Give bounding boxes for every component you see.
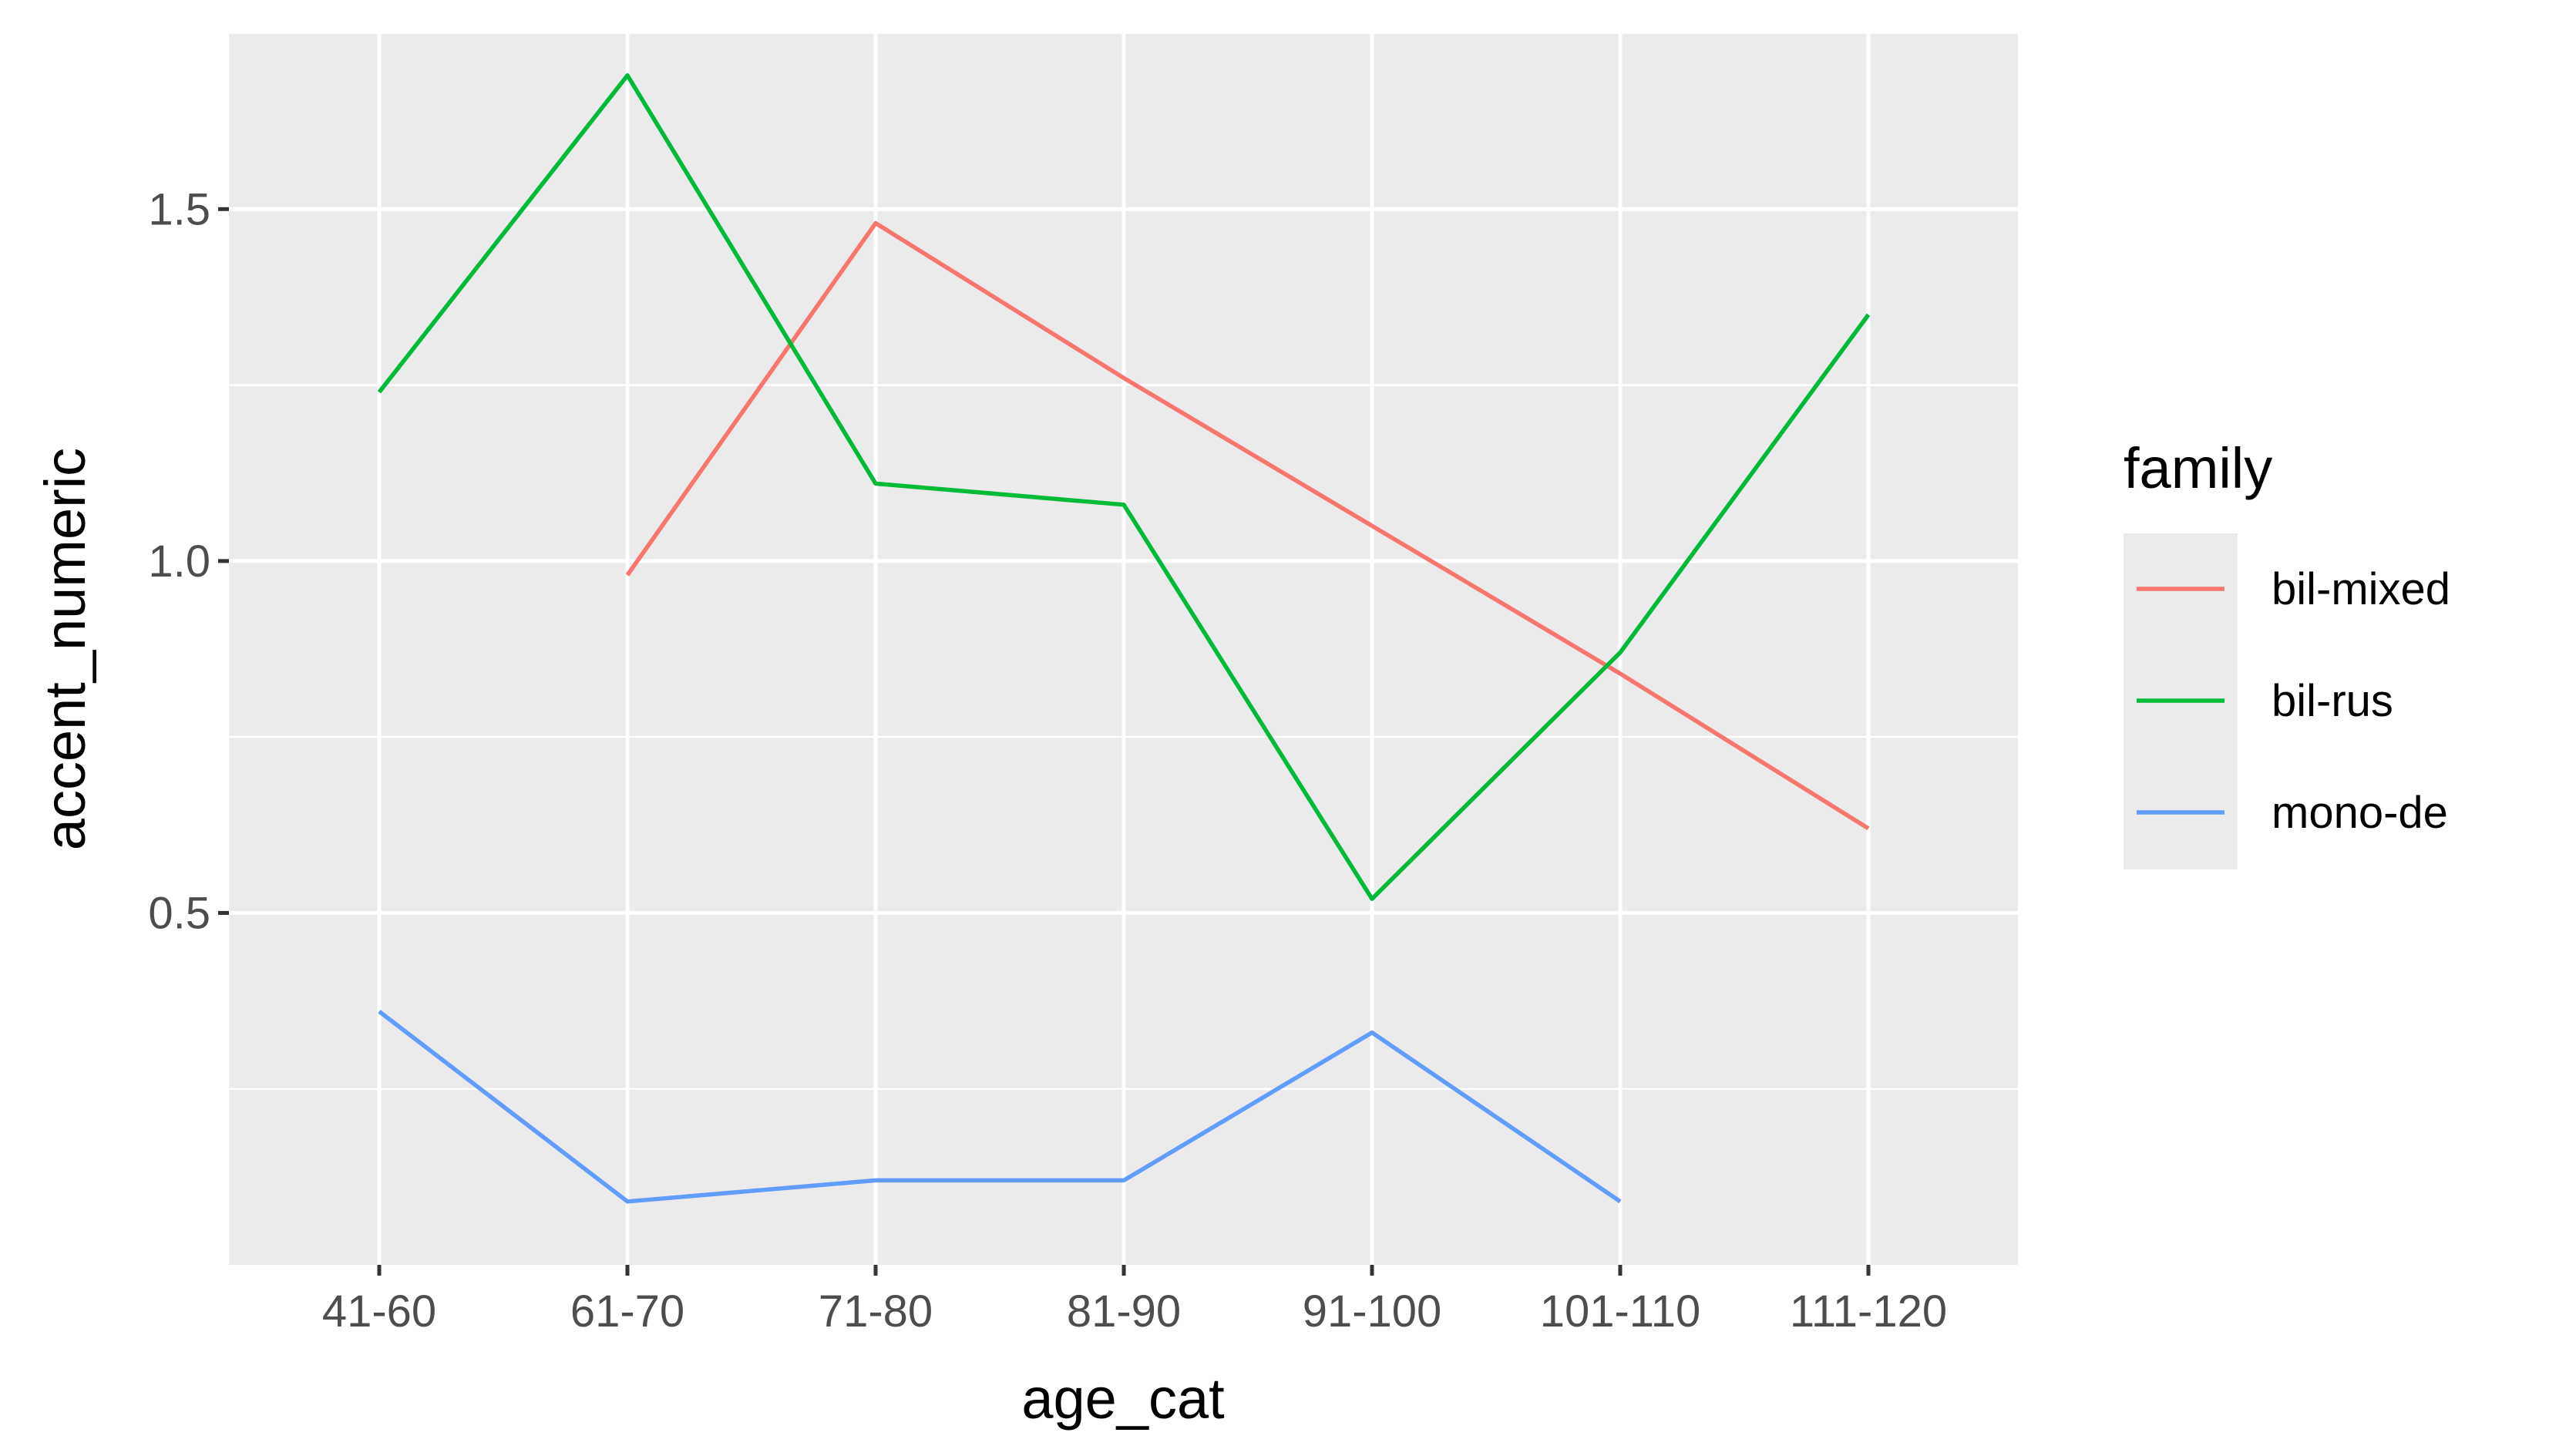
legend-items: bil-mixed bil-rus mono-de: [2137, 564, 2450, 838]
x-tick-label: 41-60: [322, 1286, 436, 1337]
x-axis: 41-60 61-70 71-80 81-90 91-100 101-110 111-120: [322, 1265, 1947, 1337]
series-line-mono-de: [378, 1010, 1622, 1204]
x-tick-label: 111-120: [1790, 1286, 1947, 1337]
x-tick-label: 71-80: [819, 1286, 933, 1337]
x-tick-label: 91-100: [1303, 1286, 1442, 1337]
series-line-bil-mixed: [625, 220, 1870, 831]
series-line-bil-rus: [377, 73, 1871, 901]
y-tick-label: 0.5: [148, 888, 210, 938]
x-tick-label: 61-70: [570, 1286, 684, 1337]
legend-label-bil-mixed: bil-mixed: [2272, 564, 2450, 614]
legend: family bil-mixed bil-rus mono-de: [2124, 436, 2450, 869]
x-tick-label: 101-110: [1540, 1286, 1701, 1337]
series-lines: [377, 73, 1871, 1204]
major-gridlines: [229, 33, 2018, 1265]
legend-label-bil-rus: bil-rus: [2272, 676, 2393, 726]
x-axis-title: age_cat: [1021, 1367, 1225, 1431]
y-tick-label: 1.5: [148, 184, 210, 234]
y-axis-title: accent_numeric: [33, 448, 97, 850]
legend-label-mono-de: mono-de: [2272, 788, 2448, 838]
legend-title: family: [2124, 436, 2272, 500]
y-axis: 0.5 1.0 1.5: [148, 184, 229, 938]
y-tick-label: 1.0: [148, 536, 210, 587]
x-tick-label: 81-90: [1067, 1286, 1181, 1337]
